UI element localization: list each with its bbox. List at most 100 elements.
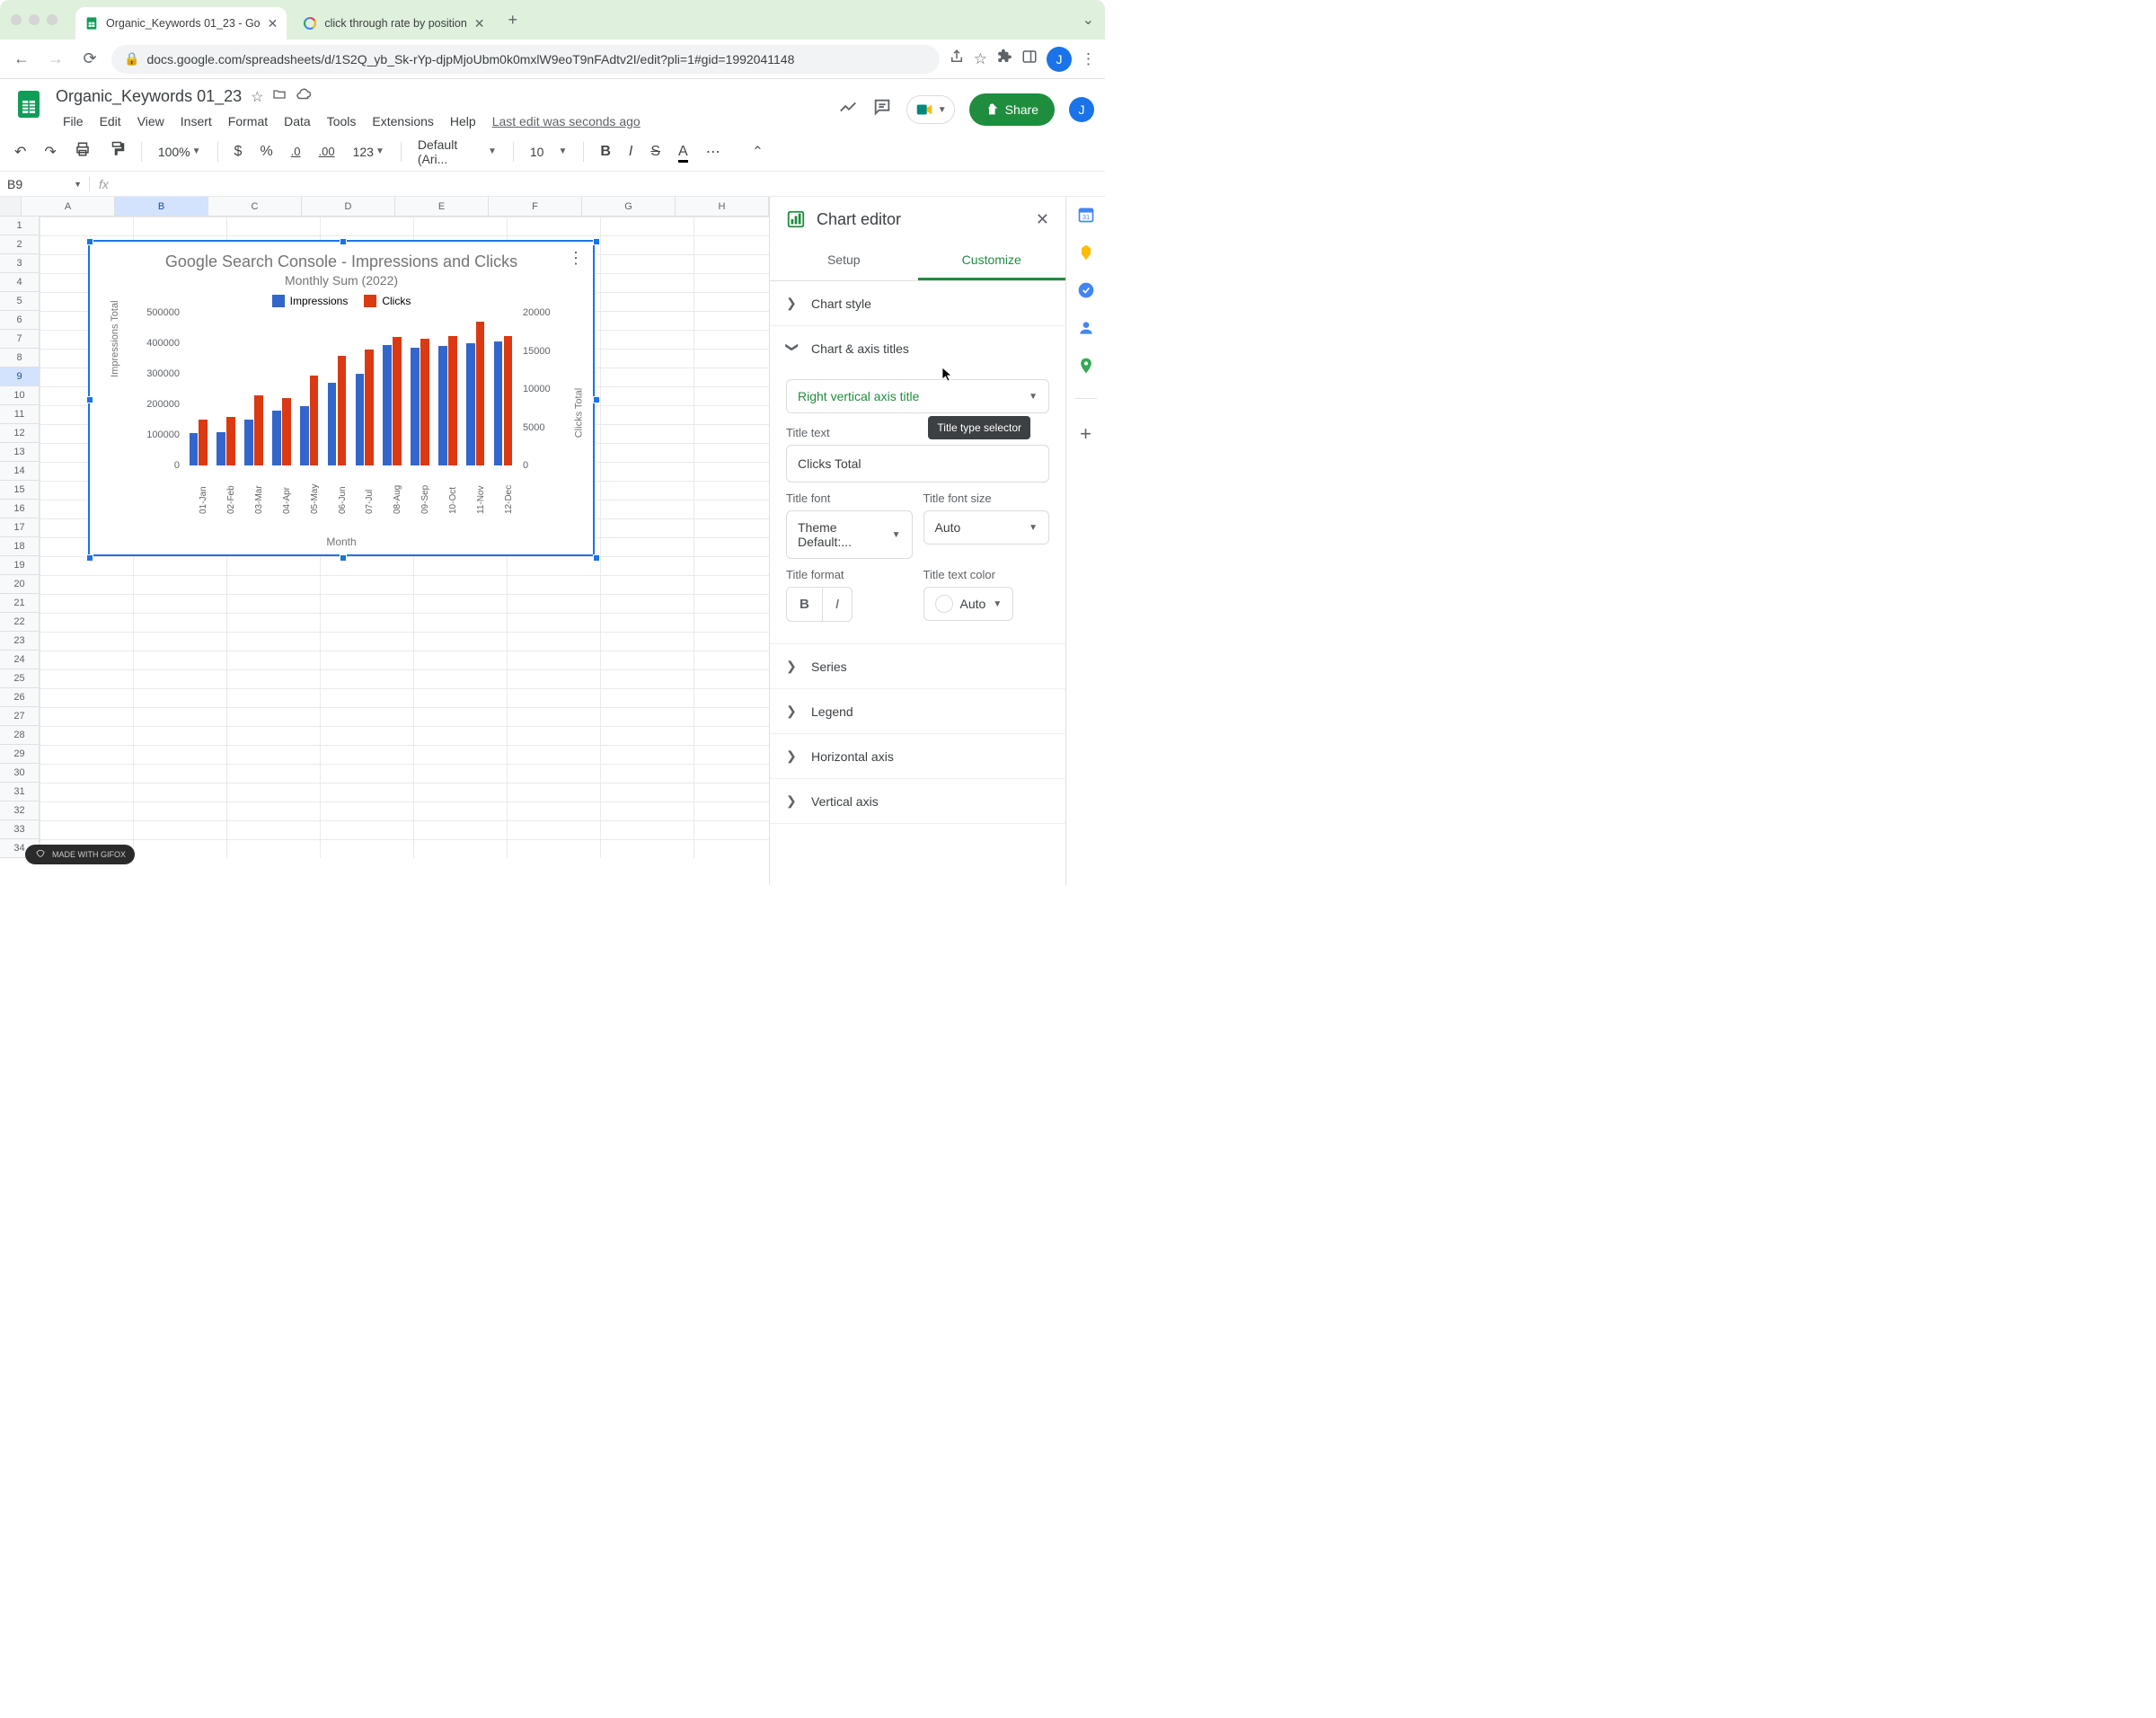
setup-tab[interactable]: Setup xyxy=(770,242,918,280)
name-box[interactable]: B9 ▼ xyxy=(0,177,90,191)
tasks-icon[interactable] xyxy=(1077,281,1095,299)
tab-close-icon[interactable]: ✕ xyxy=(474,16,485,31)
bold-button[interactable]: B xyxy=(595,140,616,164)
title-font-size-select[interactable]: Auto ▼ xyxy=(923,510,1050,545)
font-size-select[interactable]: 10▼ xyxy=(525,143,572,161)
row-header[interactable]: 1 xyxy=(0,217,39,235)
section-legend[interactable]: ❯ Legend xyxy=(770,689,1065,734)
resize-handle[interactable] xyxy=(340,238,347,245)
bold-toggle[interactable]: B xyxy=(787,588,823,621)
cells-area[interactable]: ⋮ Google Search Console - Impressions an… xyxy=(40,217,769,858)
resize-handle[interactable] xyxy=(86,238,93,245)
column-header[interactable]: B xyxy=(115,197,208,216)
redo-button[interactable]: ↷ xyxy=(39,139,61,164)
column-header[interactable]: H xyxy=(676,197,769,216)
row-header[interactable]: 10 xyxy=(0,386,39,405)
comments-icon[interactable] xyxy=(872,97,892,122)
share-button[interactable]: Share xyxy=(969,93,1055,126)
profile-avatar[interactable]: J xyxy=(1047,47,1072,72)
section-horizontal-axis[interactable]: ❯ Horizontal axis xyxy=(770,734,1065,779)
document-title[interactable]: Organic_Keywords 01_23 xyxy=(56,87,242,106)
forward-button[interactable]: → xyxy=(43,49,68,68)
resize-handle[interactable] xyxy=(86,554,93,562)
close-panel-icon[interactable]: ✕ xyxy=(1036,210,1049,229)
keep-icon[interactable] xyxy=(1077,244,1095,261)
section-series[interactable]: ❯ Series xyxy=(770,644,1065,689)
tab-close-icon[interactable]: ✕ xyxy=(268,16,278,31)
menu-file[interactable]: File xyxy=(56,111,91,132)
row-header[interactable]: 32 xyxy=(0,801,39,820)
row-header[interactable]: 33 xyxy=(0,820,39,839)
row-header[interactable]: 30 xyxy=(0,764,39,783)
close-window-icon[interactable] xyxy=(11,14,22,25)
section-chart-axis-titles[interactable]: ❯ Chart & axis titles xyxy=(770,326,1065,370)
share-page-icon[interactable] xyxy=(949,49,965,69)
title-text-color-select[interactable]: Auto ▼ xyxy=(923,587,1014,621)
tabs-dropdown-icon[interactable]: ⌄ xyxy=(1082,11,1094,29)
spreadsheet-grid[interactable]: ABCDEFGH 1234567891011121314151617181920… xyxy=(0,197,769,885)
chart-menu-icon[interactable]: ⋮ xyxy=(568,249,584,268)
select-all-corner[interactable] xyxy=(0,197,22,216)
row-header[interactable]: 24 xyxy=(0,651,39,669)
title-font-select[interactable]: Theme Default:... ▼ xyxy=(786,510,913,559)
meet-button[interactable]: ▼ xyxy=(906,95,955,124)
row-header[interactable]: 9 xyxy=(0,368,39,386)
row-header[interactable]: 22 xyxy=(0,613,39,632)
row-header[interactable]: 26 xyxy=(0,688,39,707)
column-header[interactable]: C xyxy=(208,197,302,216)
move-icon[interactable] xyxy=(272,87,287,106)
sheets-logo-icon[interactable] xyxy=(11,86,47,122)
reload-button[interactable]: ⟳ xyxy=(77,49,102,68)
menu-help[interactable]: Help xyxy=(443,111,483,132)
browser-menu-icon[interactable]: ⋮ xyxy=(1081,50,1096,68)
column-header[interactable]: A xyxy=(22,197,115,216)
column-header[interactable]: F xyxy=(489,197,582,216)
activity-icon[interactable] xyxy=(838,97,858,122)
url-input[interactable]: 🔒 docs.google.com/spreadsheets/d/1S2Q_yb… xyxy=(111,45,940,74)
row-header[interactable]: 13 xyxy=(0,443,39,462)
contacts-icon[interactable] xyxy=(1077,319,1095,337)
row-header[interactable]: 11 xyxy=(0,405,39,424)
row-header[interactable]: 31 xyxy=(0,783,39,801)
row-header[interactable]: 15 xyxy=(0,481,39,500)
row-header[interactable]: 21 xyxy=(0,594,39,613)
row-header[interactable]: 29 xyxy=(0,745,39,764)
resize-handle[interactable] xyxy=(593,238,600,245)
row-header[interactable]: 16 xyxy=(0,500,39,518)
format-currency-button[interactable]: $ xyxy=(229,140,248,164)
font-family-select[interactable]: Default (Ari...▼ xyxy=(412,136,502,168)
row-header[interactable]: 14 xyxy=(0,462,39,481)
more-formatting-button[interactable]: ⋯ xyxy=(701,139,726,164)
resize-handle[interactable] xyxy=(593,396,600,403)
menu-extensions[interactable]: Extensions xyxy=(365,111,440,132)
column-header[interactable]: E xyxy=(395,197,489,216)
resize-handle[interactable] xyxy=(593,554,600,562)
title-text-input[interactable] xyxy=(786,445,1049,483)
row-header[interactable]: 25 xyxy=(0,669,39,688)
number-format-select[interactable]: 123▼ xyxy=(348,143,390,161)
row-header[interactable]: 8 xyxy=(0,349,39,368)
account-avatar[interactable]: J xyxy=(1069,97,1094,122)
column-header[interactable]: G xyxy=(582,197,676,216)
star-icon[interactable]: ☆ xyxy=(251,88,263,106)
title-type-select[interactable]: Right vertical axis title ▼ Title type s… xyxy=(786,379,1049,413)
browser-tab-inactive[interactable]: click through rate by position ✕ xyxy=(294,7,493,40)
menu-data[interactable]: Data xyxy=(277,111,318,132)
row-header[interactable]: 12 xyxy=(0,424,39,443)
row-header[interactable]: 19 xyxy=(0,556,39,575)
bookmark-icon[interactable]: ☆ xyxy=(974,50,987,68)
row-header[interactable]: 17 xyxy=(0,518,39,537)
row-header[interactable]: 18 xyxy=(0,537,39,556)
browser-tab-active[interactable]: Organic_Keywords 01_23 - Go ✕ xyxy=(75,7,287,40)
embedded-chart[interactable]: ⋮ Google Search Console - Impressions an… xyxy=(88,240,595,556)
menu-view[interactable]: View xyxy=(130,111,172,132)
paint-format-button[interactable] xyxy=(103,137,130,165)
italic-button[interactable]: I xyxy=(623,140,638,164)
italic-toggle[interactable]: I xyxy=(823,588,852,621)
strikethrough-button[interactable]: S xyxy=(645,140,666,164)
resize-handle[interactable] xyxy=(340,554,347,562)
collapse-toolbar-icon[interactable]: ⌃ xyxy=(752,143,764,161)
format-percent-button[interactable]: % xyxy=(254,140,278,164)
last-edit-link[interactable]: Last edit was seconds ago xyxy=(485,111,648,132)
resize-handle[interactable] xyxy=(86,396,93,403)
